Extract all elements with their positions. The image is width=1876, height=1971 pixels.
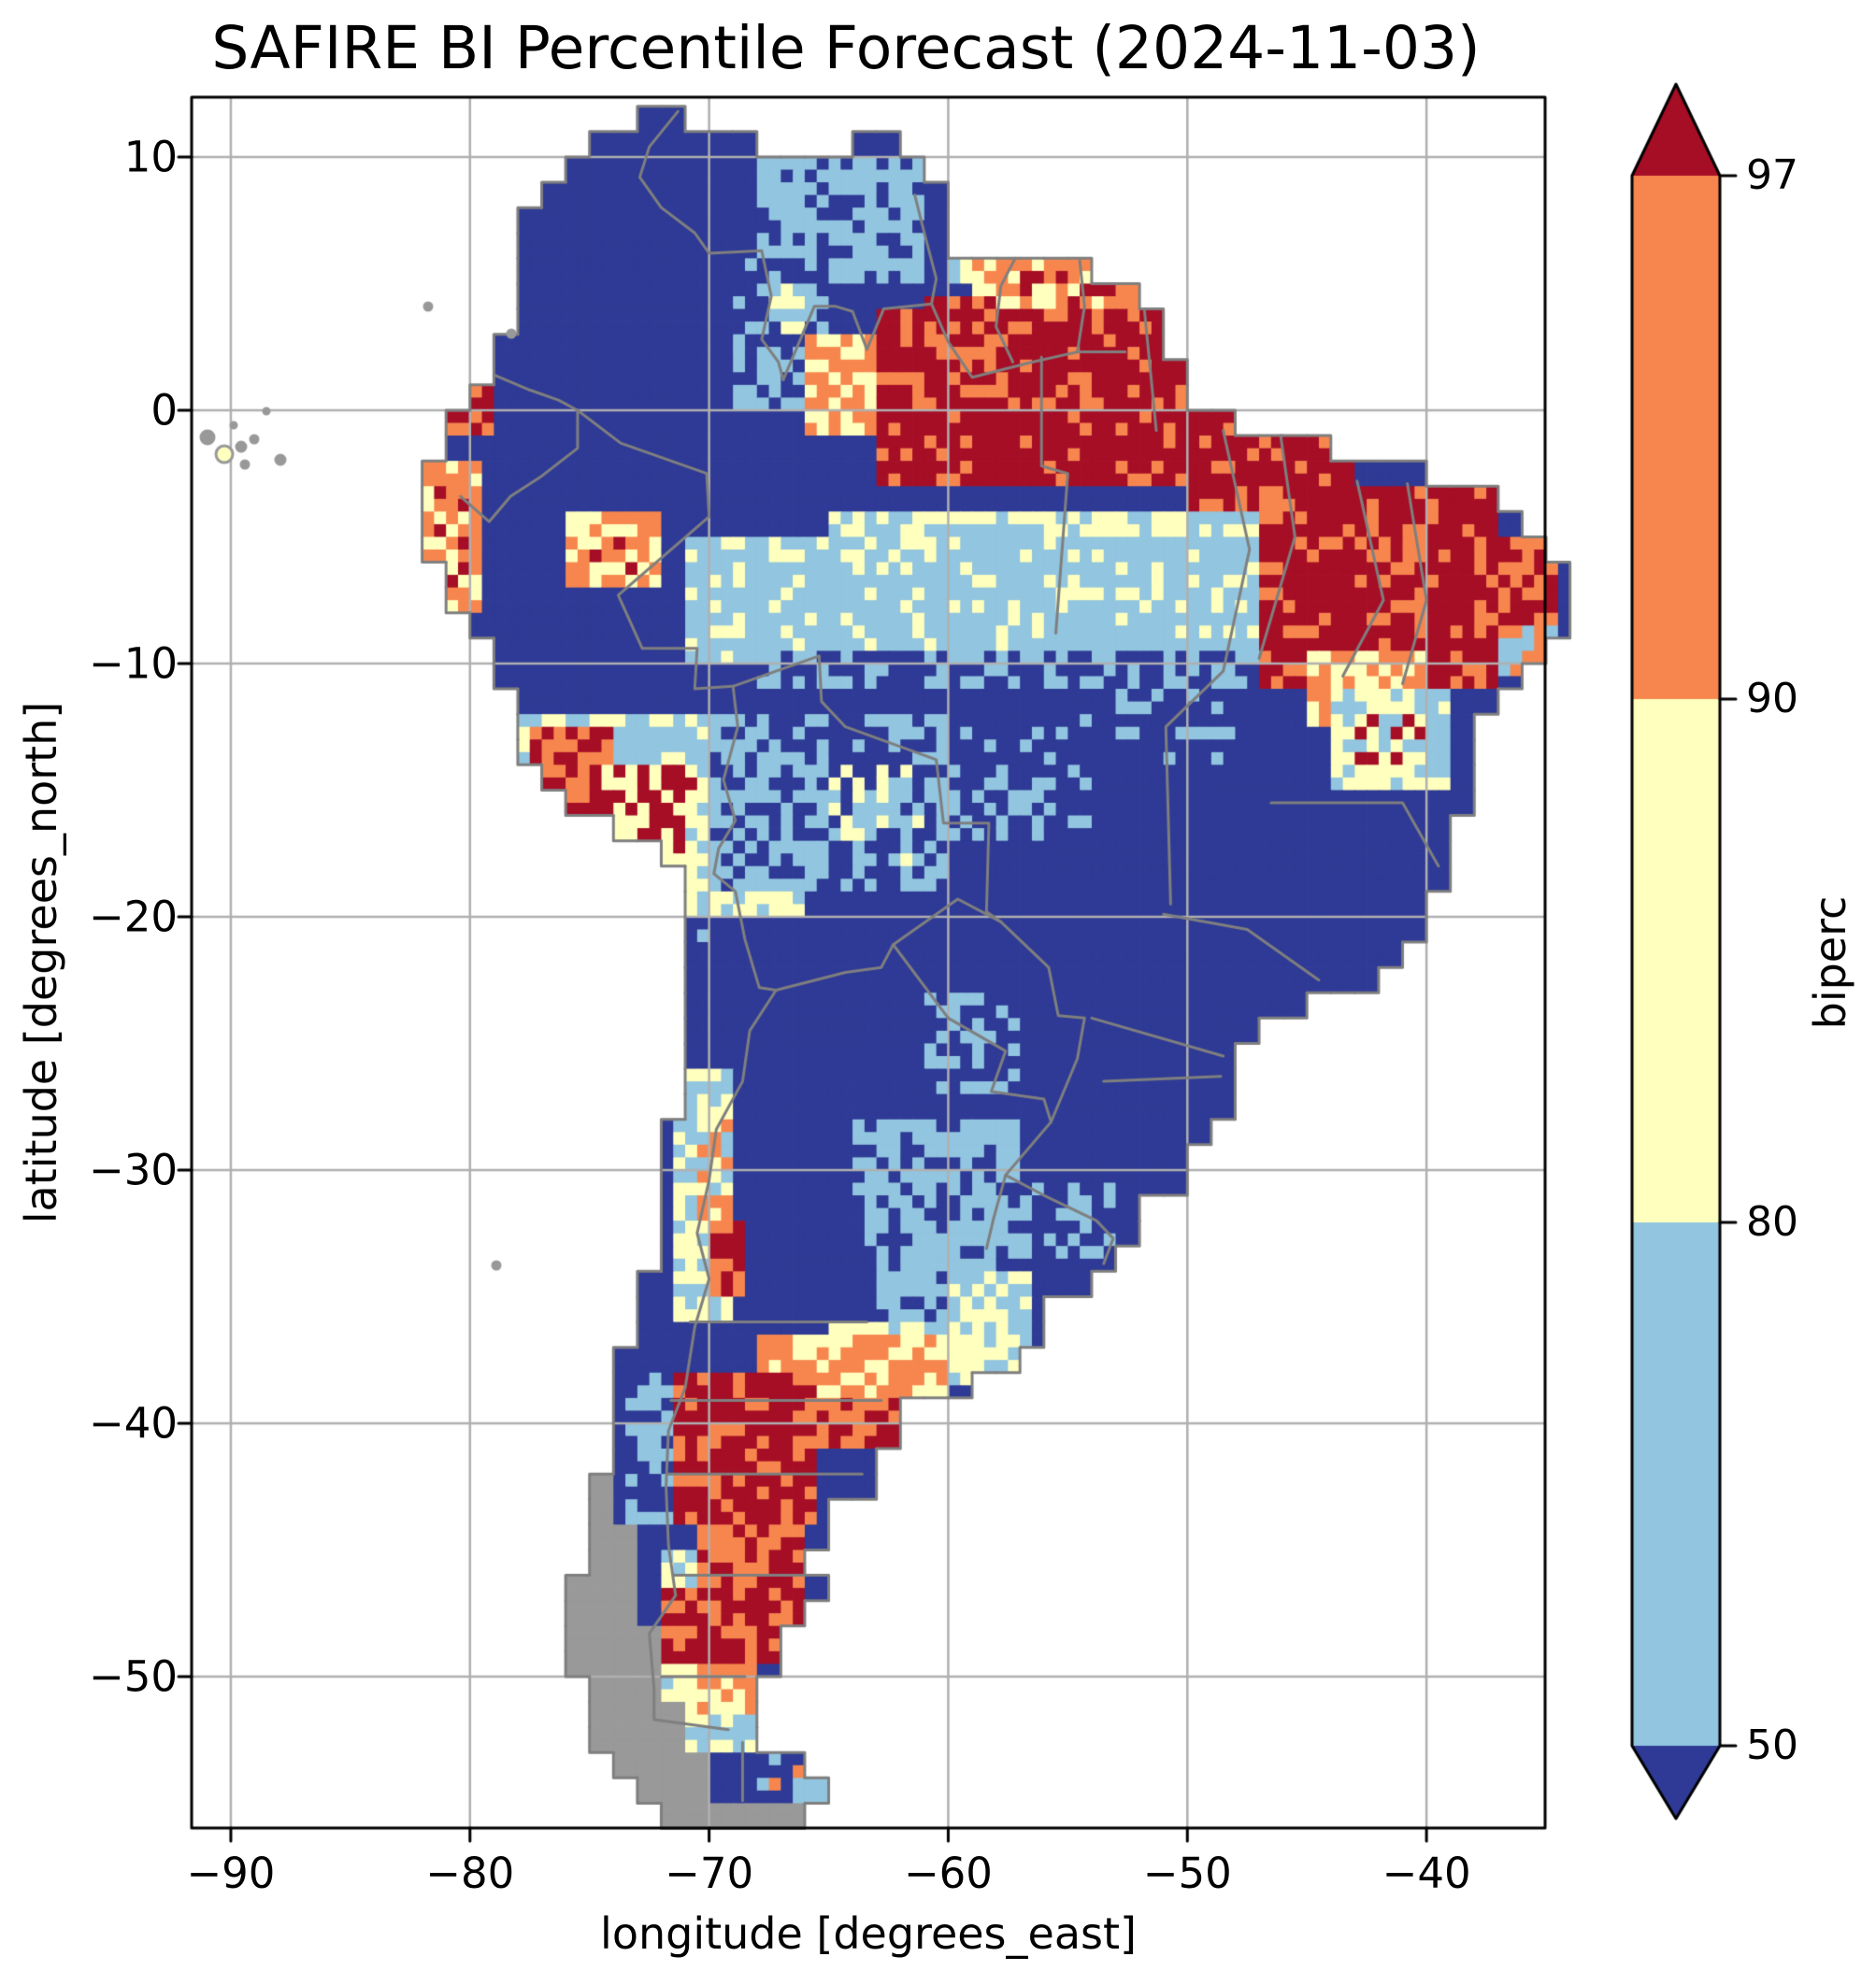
colorbar-tick-label: 50 [1746,1721,1798,1769]
x-tick-label: −70 [665,1849,754,1898]
x-tick-label: −90 [186,1849,276,1898]
y-axis-label: latitude [degrees_north] [16,701,66,1224]
x-axis-label: longitude [degrees_east] [600,1908,1137,1959]
x-tick-label: −80 [425,1849,515,1898]
colorbar-label: biperc [1805,895,1855,1030]
colorbar-tick-label: 80 [1746,1198,1798,1246]
x-tick-label: −40 [1382,1849,1471,1898]
y-tick-label: −30 [89,1145,178,1195]
y-tick-label: −20 [89,892,178,942]
chart-title: SAFIRE BI Percentile Forecast (2024-11-0… [211,14,1481,82]
y-tick-label: −40 [89,1398,178,1449]
colorbar-tick-label: 90 [1746,675,1798,722]
colorbar-tick-label: 97 [1746,151,1798,199]
y-tick-label: −10 [89,638,178,689]
y-tick-label: 10 [123,132,178,182]
y-tick-label: 0 [150,385,178,436]
y-tick-label: −50 [89,1651,178,1702]
x-tick-label: −60 [903,1849,993,1898]
x-tick-label: −50 [1142,1849,1232,1898]
